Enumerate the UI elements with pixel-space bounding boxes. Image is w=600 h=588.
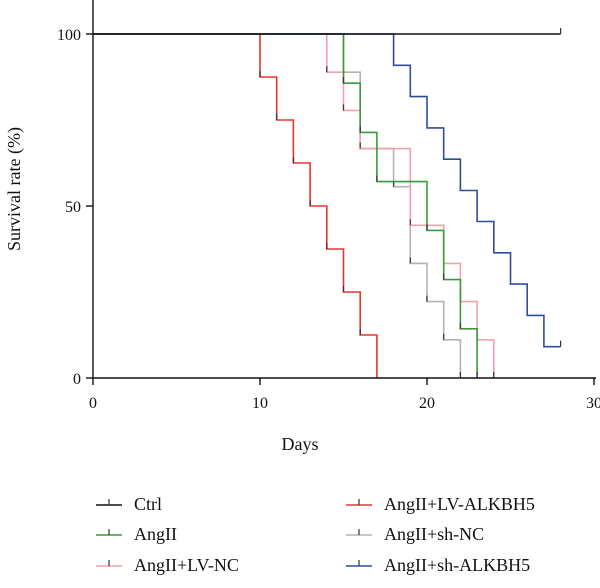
legend-item: AngII+sh-ALKBH5 xyxy=(346,555,530,575)
series-layer xyxy=(93,28,562,378)
x-tick-label: 30 xyxy=(586,395,600,412)
legend-label: AngII xyxy=(134,524,177,544)
y-tick-label: 50 xyxy=(65,199,81,216)
legend-item: AngII+sh-NC xyxy=(346,524,484,544)
series-line-angii-sh-alkbh5 xyxy=(93,33,561,348)
axis-layer: 0 10 20 30 0 50 100 xyxy=(57,27,600,412)
y-axis-label: Survival rate (%) xyxy=(4,127,25,251)
series-line-angii xyxy=(93,33,478,378)
series-line-angii-lv-nc xyxy=(93,33,495,378)
series-line-angii-lv-alkbh5 xyxy=(93,33,378,378)
legend-label: AngII+LV-ALKBH5 xyxy=(384,494,535,514)
legend-label: AngII+sh-ALKBH5 xyxy=(384,555,530,575)
y-tick-label: 100 xyxy=(57,27,81,44)
legend-label: AngII+LV-NC xyxy=(134,555,239,575)
x-axis-label: Days xyxy=(282,434,319,454)
legend-label: Ctrl xyxy=(134,494,162,514)
legend-item: AngII xyxy=(96,524,177,544)
legend: Ctrl AngII AngII+LV-NC AngII+LV-ALKBH5 AngII… xyxy=(96,494,535,575)
x-tick-label: 0 xyxy=(89,395,97,412)
legend-label: AngII+sh-NC xyxy=(384,524,484,544)
legend-item: AngII+LV-ALKBH5 xyxy=(346,494,535,514)
legend-item: Ctrl xyxy=(96,494,162,514)
x-tick-label: 10 xyxy=(252,395,268,412)
y-tick-label: 0 xyxy=(73,371,81,388)
legend-item: AngII+LV-NC xyxy=(96,555,239,575)
x-tick-label: 20 xyxy=(419,395,435,412)
